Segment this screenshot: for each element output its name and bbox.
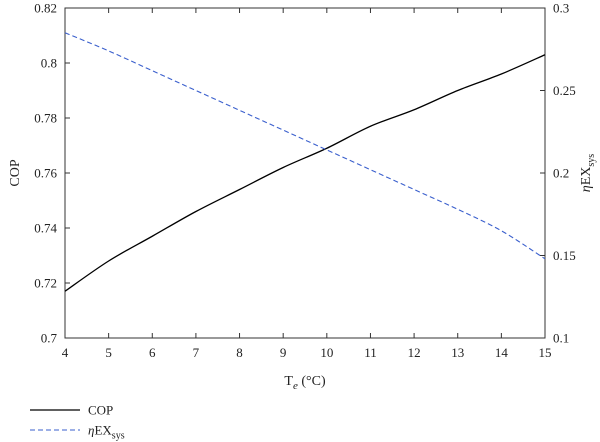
x-tick-label: 8: [236, 345, 243, 360]
legend-label-eta-ex-sys: ηEXsys: [88, 423, 125, 442]
x-tick-label: 4: [62, 345, 69, 360]
x-tick-label: 13: [451, 345, 464, 360]
y-left-tick-label: 0.76: [34, 166, 57, 181]
x-tick-label: 9: [280, 345, 287, 360]
y-right-axis-title: ηEXsys: [579, 154, 597, 193]
x-tick-label: 14: [495, 345, 509, 360]
y-left-tick-label: 0.72: [34, 276, 57, 291]
x-tick-label: 11: [364, 345, 377, 360]
y-left-axis-title: COP: [8, 159, 23, 186]
x-tick-label: 7: [193, 345, 200, 360]
y-left-tick-label: 0.78: [34, 111, 57, 126]
x-axis-title-main: T: [284, 374, 293, 389]
x-tick-label: 12: [408, 345, 421, 360]
y-right-tick-label: 0.3: [553, 1, 569, 16]
x-tick-label: 10: [320, 345, 333, 360]
y-left-tick-label: 0.74: [34, 221, 57, 236]
series-line-eta-ex-sys: [64, 32, 546, 260]
legend-label-ex: EX: [94, 423, 112, 438]
y-right-axis-title-eta: η: [579, 185, 594, 192]
y-right-tick-label: 0.25: [553, 83, 576, 98]
series-line-cop: [64, 54, 546, 292]
y-right-axis-title-main: EX: [579, 167, 594, 186]
x-axis-title-subscript: e: [293, 380, 298, 392]
legend-label-sys: sys: [112, 431, 125, 442]
legend-label-eta: η: [88, 423, 94, 438]
y-left-tick-label: 0.7: [41, 331, 58, 346]
x-tick-label: 5: [105, 345, 112, 360]
x-tick-label: 6: [149, 345, 156, 360]
x-tick-label: 15: [539, 345, 552, 360]
y-right-tick-label: 0.1: [553, 331, 569, 346]
y-left-tick-label: 0.8: [41, 56, 57, 71]
y-left-tick-label: 0.82: [34, 1, 57, 16]
y-right-axis-title-subscript: sys: [586, 154, 597, 167]
y-right-tick-label: 0.2: [553, 166, 569, 181]
plot-frame: [64, 7, 546, 339]
x-axis-title-unit: (°C): [298, 374, 326, 389]
x-axis-title: Te (°C): [284, 374, 326, 392]
legend-label-cop: COP: [88, 403, 113, 418]
y-right-tick-label: 0.15: [553, 248, 576, 263]
